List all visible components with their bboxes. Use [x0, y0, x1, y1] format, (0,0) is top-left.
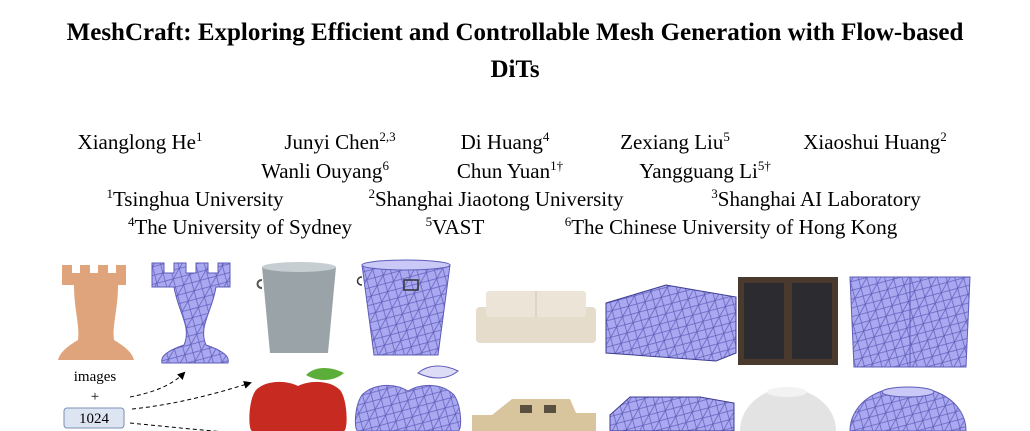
affiliation: 4The University of Sydney	[128, 215, 352, 240]
author: Di Huang4	[461, 130, 550, 155]
author-name: Wanli Ouyang	[261, 159, 383, 183]
affiliation-sup: 3	[711, 186, 718, 201]
author-name: Xiaoshui Huang	[803, 130, 941, 154]
author: Yangguang Li5†	[639, 159, 771, 184]
bucket-image	[256, 262, 336, 353]
author-sup: 6	[382, 158, 389, 173]
rook-mesh	[151, 262, 231, 364]
affiliation-sup: 1	[106, 186, 113, 201]
author-name: Zexiang Liu	[620, 130, 724, 154]
apple-image	[249, 368, 347, 431]
plus-sign: +	[91, 389, 99, 405]
author-name: Xianglong He	[77, 130, 196, 154]
author: Xianglong He1	[78, 130, 203, 155]
cabinet-mesh	[849, 276, 971, 368]
affiliation: 1Tsinghua University	[106, 187, 283, 212]
affiliation-sup: 4	[127, 214, 135, 229]
author: Chun Yuan1†	[457, 159, 563, 184]
author-name: Chun Yuan	[456, 159, 551, 183]
arrow	[131, 380, 252, 410]
truck-image	[472, 399, 596, 431]
cabinet-image	[738, 277, 838, 365]
author-name: Yangguang Li	[639, 159, 758, 183]
affiliation: 3Shanghai AI Laboratory	[711, 187, 920, 212]
affiliation-name: Shanghai AI Laboratory	[717, 187, 921, 211]
affiliation-name: Shanghai Jiaotong University	[375, 187, 624, 211]
face-count-box	[63, 407, 125, 429]
author-sup: 4	[542, 129, 550, 144]
author-name: Di Huang	[460, 130, 543, 154]
author-sup: 5†	[757, 158, 771, 173]
bucket-mesh	[356, 259, 451, 356]
sofa-mesh	[605, 284, 737, 362]
affiliation-sup: 2	[368, 186, 376, 201]
vase-image	[740, 387, 836, 431]
affiliation: 5VAST	[426, 215, 485, 240]
arrow	[129, 422, 221, 431]
author-sup: 2,3	[379, 129, 396, 144]
author: Junyi Chen2,3	[284, 130, 395, 155]
input-label: images	[74, 369, 117, 385]
rook-image	[58, 265, 134, 360]
author: Wanli Ouyang6	[261, 159, 389, 184]
affiliation-sup: 6	[564, 214, 572, 229]
arrow	[129, 371, 186, 398]
vase-mesh	[849, 386, 967, 431]
author-sup: 1	[195, 129, 203, 144]
affiliation-name: The University of Sydney	[134, 215, 353, 239]
affiliation: 6The Chinese University of Hong Kong	[565, 215, 898, 240]
paper-title: MeshCraft: Exploring Efficient and Contr…	[66, 19, 964, 83]
author: Zexiang Liu5	[620, 130, 730, 155]
truck-mesh	[609, 396, 735, 431]
affiliation-name: VAST	[432, 215, 485, 239]
affiliation-name: Tsinghua University	[112, 187, 284, 211]
author-sup: 1†	[550, 158, 564, 173]
affiliation-sup: 5	[425, 214, 433, 229]
author-sup: 2	[940, 129, 947, 144]
affiliation-name: The Chinese University of Hong Kong	[571, 215, 898, 239]
author-sup: 5	[723, 129, 730, 144]
apple-mesh	[354, 365, 462, 431]
face-count: 1024	[79, 411, 110, 427]
author: Xiaoshui Huang2	[803, 130, 947, 155]
affiliation: 2Shanghai Jiaotong University	[369, 187, 624, 212]
teaser-figure: images + 1024	[58, 259, 971, 431]
sofa-image	[476, 291, 596, 343]
author-name: Junyi Chen	[284, 130, 380, 154]
